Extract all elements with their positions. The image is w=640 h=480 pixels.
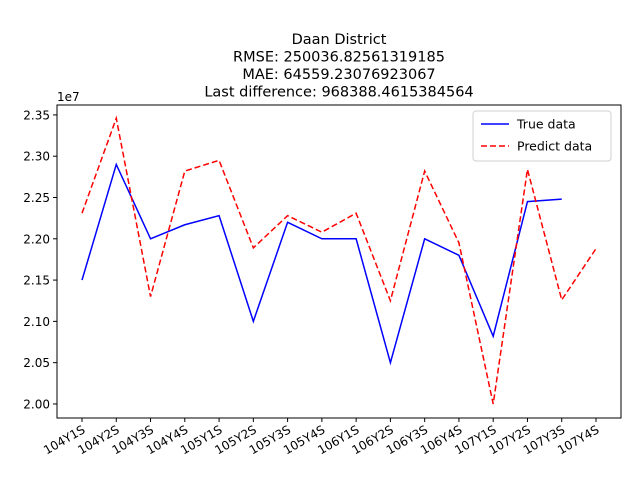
y-tick-label: 2.20: [23, 232, 50, 246]
y-tick-label: 2.30: [23, 150, 50, 164]
chart-title: Last difference: 968388.4615384564: [204, 85, 473, 101]
axes-frame: [56, 104, 622, 419]
chart-title: Daan District: [292, 32, 387, 48]
y-tick-label: 2.10: [23, 315, 50, 329]
chart-title: RMSE: 250036.82561319185: [233, 50, 445, 66]
y-tick-label: 2.00: [23, 397, 50, 411]
y-tick-label: 2.35: [23, 108, 50, 122]
y-offset-label: 1e7: [57, 90, 80, 104]
legend-label: True data: [516, 117, 576, 132]
series-line: [81, 162, 562, 366]
y-tick-label: 2.15: [23, 274, 50, 288]
chart-title: MAE: 64559.23076923067: [242, 67, 435, 83]
series-line: [81, 115, 597, 405]
y-tick-label: 2.05: [23, 356, 50, 370]
y-tick-label: 2.25: [23, 191, 50, 205]
legend-label: Predict data: [517, 139, 592, 154]
